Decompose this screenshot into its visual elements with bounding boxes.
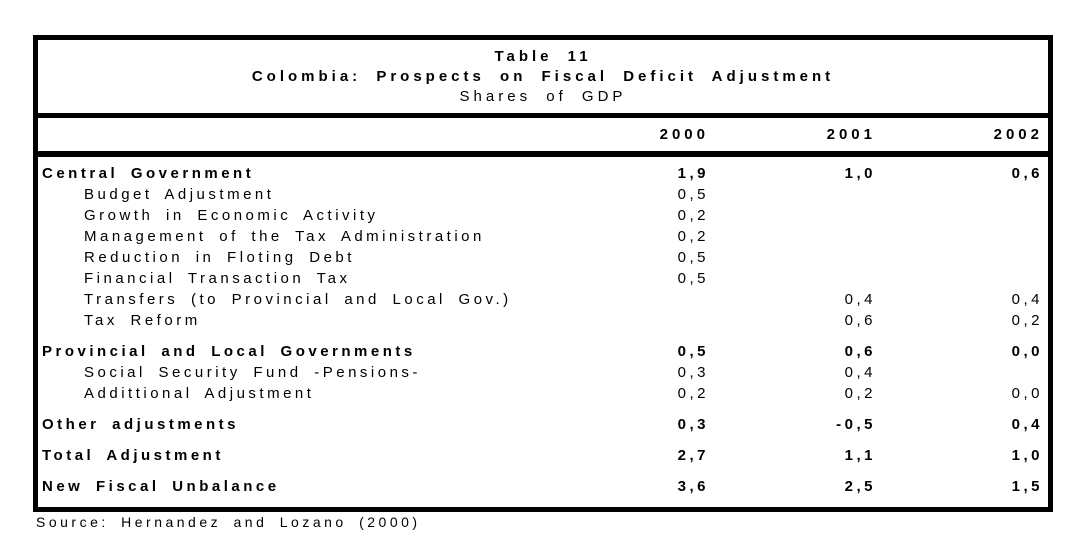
table-row: Addittional Adjustment 0,2 0,2 0,0	[38, 383, 1048, 404]
row-label: Financial Transaction Tax	[84, 270, 351, 287]
table-number-title: Table 11	[494, 48, 592, 65]
value-cell-2000: 0,3	[677, 364, 709, 381]
row-label: Provincial and Local Governments	[42, 343, 416, 360]
table-row: Social Security Fund -Pensions- 0,3 0,4	[38, 362, 1048, 383]
value-cell-2002: 0,0	[1011, 343, 1043, 360]
value-cell-2001: 1,1	[844, 447, 876, 464]
value-cell-2001: 0,6	[844, 312, 876, 329]
year-header-row: 2000 2001 2002	[38, 113, 1048, 157]
column-header-2001: 2001	[826, 126, 876, 143]
row-label: Other adjustments	[42, 416, 240, 433]
row-label: Social Security Fund -Pensions-	[84, 364, 421, 381]
value-cell-2001: 1,0	[844, 165, 876, 182]
row-label: Growth in Economic Activity	[84, 207, 379, 224]
value-cell-2001: 0,2	[844, 385, 876, 402]
table-row: Central Government 1,9 1,0 0,6	[38, 163, 1048, 184]
table-row: Reduction in Floting Debt 0,5	[38, 247, 1048, 268]
value-cell-2002: 1,0	[1011, 447, 1043, 464]
table-row: Tax Reform 0,6 0,2	[38, 310, 1048, 331]
row-label: Total Adjustment	[42, 447, 224, 464]
row-label: Management of the Tax Administration	[84, 228, 485, 245]
value-cell-2000: 0,5	[677, 343, 709, 360]
table-subtitle: Shares of GDP	[459, 88, 627, 105]
table-body: Central Government 1,9 1,0 0,6 Budget Adjust…	[38, 157, 1048, 507]
value-cell-2001: -0,5	[836, 416, 876, 433]
table-row: Budget Adjustment 0,5	[38, 184, 1048, 205]
value-cell-2002: 0,4	[1011, 291, 1043, 308]
value-cell-2000: 0,5	[677, 186, 709, 203]
table-row: Growth in Economic Activity 0,2	[38, 205, 1048, 226]
value-cell-2001: 0,6	[844, 343, 876, 360]
fiscal-adjustment-table: Table 11 Colombia: Prospects on Fiscal D…	[33, 35, 1053, 512]
row-label: Central Government	[42, 165, 255, 182]
value-cell-2002: 0,4	[1011, 416, 1043, 433]
table-main-title: Colombia: Prospects on Fiscal Deficit Ad…	[251, 68, 835, 85]
source-note: Source: Hernandez and Lozano (2000)	[36, 514, 421, 530]
value-cell-2002: 0,2	[1011, 312, 1043, 329]
value-cell-2001: 0,4	[844, 291, 876, 308]
table-title-block: Table 11 Colombia: Prospects on Fiscal D…	[38, 40, 1048, 113]
value-cell-2000: 1,9	[677, 165, 709, 182]
table-row: Financial Transaction Tax 0,5	[38, 268, 1048, 289]
table-row: Transfers (to Provincial and Local Gov.)…	[38, 289, 1048, 310]
row-label: New Fiscal Unbalance	[42, 478, 280, 495]
value-cell-2002: 0,6	[1011, 165, 1043, 182]
table-row: Total Adjustment 2,7 1,1 1,0	[38, 445, 1048, 466]
table-row: Other adjustments 0,3 -0,5 0,4	[38, 414, 1048, 435]
value-cell-2000: 0,2	[677, 385, 709, 402]
column-header-2000: 2000	[659, 126, 709, 143]
row-label: Addittional Adjustment	[84, 385, 315, 402]
row-label: Budget Adjustment	[84, 186, 275, 203]
value-cell-2002: 1,5	[1011, 478, 1043, 495]
row-label: Reduction in Floting Debt	[84, 249, 355, 266]
table-row: New Fiscal Unbalance 3,6 2,5 1,5	[38, 476, 1048, 497]
value-cell-2001: 2,5	[844, 478, 876, 495]
table-row: Provincial and Local Governments 0,5 0,6 0,…	[38, 341, 1048, 362]
value-cell-2000: 0,3	[677, 416, 709, 433]
value-cell-2002: 0,0	[1011, 385, 1043, 402]
value-cell-2000: 0,5	[677, 270, 709, 287]
value-cell-2000: 0,2	[677, 228, 709, 245]
value-cell-2000: 3,6	[677, 478, 709, 495]
column-header-2002: 2002	[993, 126, 1043, 143]
value-cell-2000: 0,5	[677, 249, 709, 266]
value-cell-2000: 0,2	[677, 207, 709, 224]
table-row: Management of the Tax Administration 0,2	[38, 226, 1048, 247]
value-cell-2000: 2,7	[677, 447, 709, 464]
row-label: Transfers (to Provincial and Local Gov.)	[84, 291, 512, 308]
value-cell-2001: 0,4	[844, 364, 876, 381]
row-label: Tax Reform	[84, 312, 201, 329]
